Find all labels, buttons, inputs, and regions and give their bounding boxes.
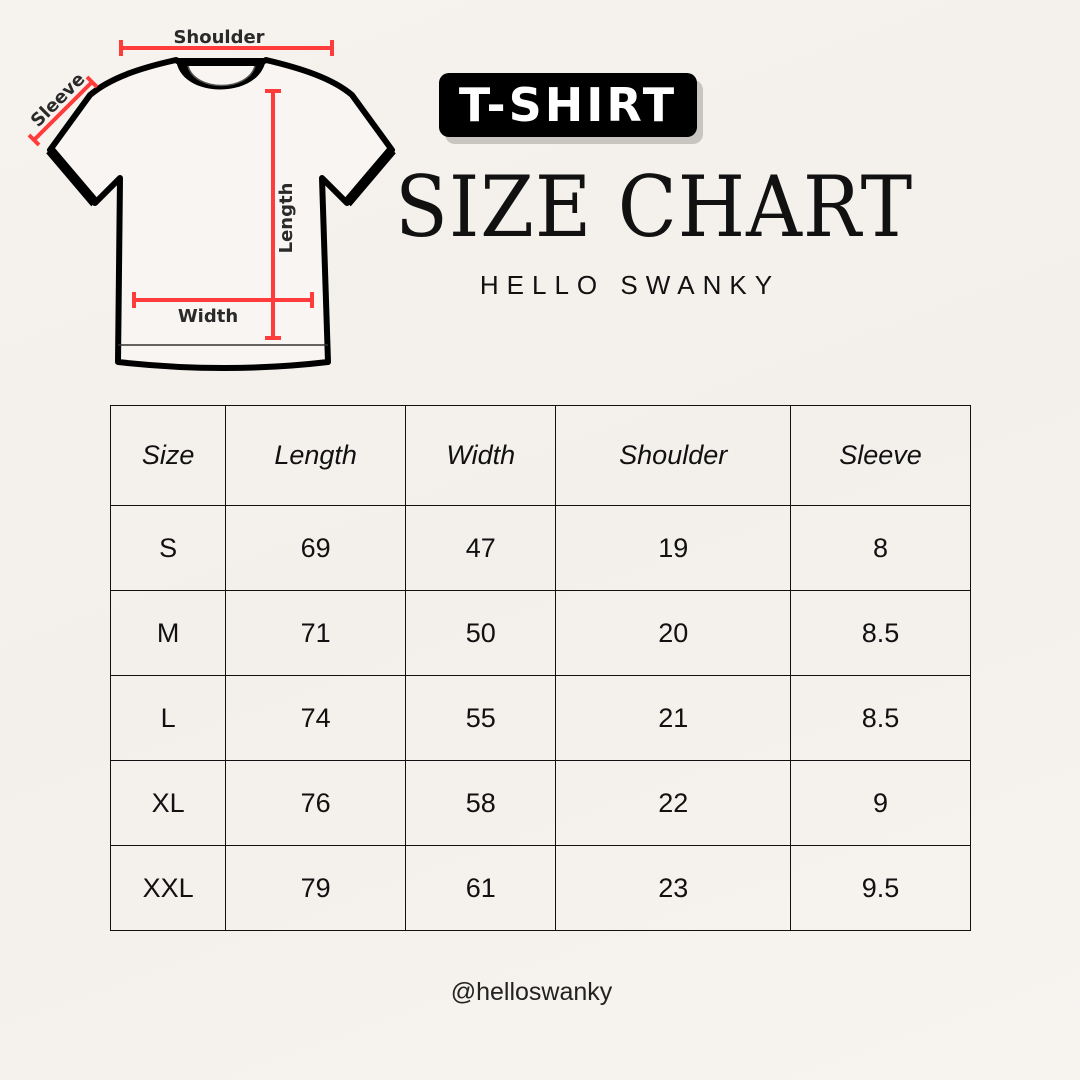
width-label: Width [178,306,238,327]
header-cell: Width [405,405,557,506]
table-cell: M [109,590,227,676]
table-cell: 8 [790,505,971,591]
social-handle: @helloswanky [450,978,613,1006]
table-row: XL 76 58 22 9 [109,760,971,846]
page-title: SIZE CHART [395,158,914,256]
header-cell: Shoulder [555,405,792,506]
table-cell: 47 [405,505,557,591]
table-cell: 71 [225,590,407,676]
width-line [132,292,314,308]
table-cell: 23 [555,845,792,931]
header-cell: Length [225,405,407,506]
table-cell: 20 [555,590,792,676]
table-cell: S [109,505,227,591]
length-label: Length [276,183,297,254]
table-cell: 58 [405,760,557,846]
tshirt-badge: T-SHIRT [439,73,697,137]
table-cell: 19 [555,505,792,591]
shoulder-label: Shoulder [173,27,264,48]
size-table: Size Length Width Shoulder Sleeve S 69 4… [109,405,971,931]
table-cell: XXL [109,845,227,931]
measure-lines [27,40,334,340]
table-cell: 21 [555,675,792,761]
table-cell: XL [109,760,227,846]
table-cell: 9.5 [790,845,971,931]
table-header-row: Size Length Width Shoulder Sleeve [109,405,971,506]
table-cell: 8.5 [790,590,971,676]
table-row: M 71 50 20 8.5 [109,590,971,676]
table-cell: 76 [225,760,407,846]
table-cell: 55 [405,675,557,761]
table-cell: 79 [225,845,407,931]
header-cell: Size [109,405,227,506]
table-cell: 8.5 [790,675,971,761]
table-row: S 69 47 19 8 [109,505,971,591]
shoulder-line [119,40,334,56]
length-line [265,89,281,340]
tshirt-diagram: Shoulder Sleeve Length Width [27,27,396,371]
brand-name: HELLO SWANKY [479,270,781,300]
table-cell: 61 [405,845,557,931]
table-cell: L [109,675,227,761]
sleeve-line [27,75,99,147]
table-cell: 69 [225,505,407,591]
table-row: L 74 55 21 8.5 [109,675,971,761]
table-cell: 22 [555,760,792,846]
table-row: XXL 79 61 23 9.5 [109,845,971,931]
table-cell: 9 [790,760,971,846]
header-cell: Sleeve [790,405,971,506]
table-cell: 50 [405,590,557,676]
table-cell: 74 [225,675,407,761]
